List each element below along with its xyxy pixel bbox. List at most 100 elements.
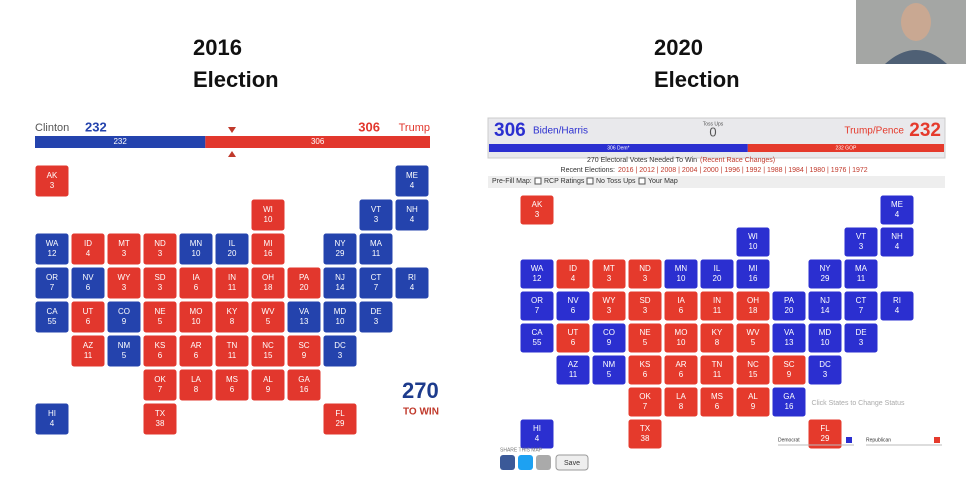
state-tile[interactable] — [106, 334, 142, 368]
state-tile[interactable] — [699, 386, 735, 418]
state-tile[interactable] — [771, 386, 807, 418]
state-tile[interactable] — [250, 232, 286, 266]
state-tile[interactable] — [699, 290, 735, 322]
needed-link[interactable]: (Recent Race Changes) — [700, 157, 775, 164]
state-tile[interactable] — [519, 322, 555, 354]
state-tile[interactable] — [250, 300, 286, 334]
option-label[interactable]: Your Map — [648, 178, 678, 185]
state-tile[interactable] — [142, 402, 178, 436]
state-tile[interactable] — [807, 290, 843, 322]
state-tile[interactable] — [322, 334, 358, 368]
state-tile[interactable] — [250, 266, 286, 300]
state-tile[interactable] — [699, 322, 735, 354]
state-tile[interactable] — [735, 226, 771, 258]
state-tile[interactable] — [70, 266, 106, 300]
state-tile[interactable] — [519, 418, 555, 450]
state-tile[interactable] — [34, 164, 70, 198]
state-tile[interactable] — [843, 226, 879, 258]
state-tile[interactable] — [70, 300, 106, 334]
state-tile[interactable] — [250, 334, 286, 368]
state-tile[interactable] — [214, 266, 250, 300]
recent-years[interactable]: 2016 | 2012 | 2008 | 2004 | 2000 | 1996 … — [618, 167, 868, 174]
state-tile[interactable] — [735, 290, 771, 322]
state-tile[interactable] — [142, 300, 178, 334]
state-tile[interactable] — [699, 354, 735, 386]
state-tile[interactable] — [394, 164, 430, 198]
state-tile[interactable] — [214, 334, 250, 368]
state-tile[interactable] — [322, 402, 358, 436]
state-tile[interactable] — [591, 258, 627, 290]
state-tile[interactable] — [250, 198, 286, 232]
state-tile[interactable] — [627, 386, 663, 418]
state-tile[interactable] — [555, 258, 591, 290]
state-tile[interactable] — [843, 322, 879, 354]
state-tile[interactable] — [807, 354, 843, 386]
state-tile[interactable] — [286, 368, 322, 402]
state-tile[interactable] — [699, 258, 735, 290]
state-tile[interactable] — [807, 322, 843, 354]
state-tile[interactable] — [555, 290, 591, 322]
state-tile[interactable] — [771, 354, 807, 386]
state-tile[interactable] — [358, 198, 394, 232]
state-tile[interactable] — [178, 300, 214, 334]
state-tile[interactable] — [142, 368, 178, 402]
state-tile[interactable] — [879, 290, 915, 322]
share-icon[interactable] — [500, 455, 515, 470]
option-label[interactable]: RCP Ratings — [544, 178, 585, 185]
state-tile[interactable] — [322, 232, 358, 266]
state-tile[interactable] — [394, 198, 430, 232]
state-tile[interactable] — [627, 322, 663, 354]
state-tile[interactable] — [214, 232, 250, 266]
save-button[interactable] — [555, 454, 589, 471]
option-checkbox[interactable] — [534, 177, 542, 185]
state-tile[interactable] — [735, 322, 771, 354]
state-tile[interactable] — [735, 386, 771, 418]
state-tile[interactable] — [591, 290, 627, 322]
state-tile[interactable] — [34, 402, 70, 436]
state-tile[interactable] — [843, 290, 879, 322]
state-tile[interactable] — [178, 334, 214, 368]
state-tile[interactable] — [250, 368, 286, 402]
state-tile[interactable] — [142, 266, 178, 300]
state-tile[interactable] — [879, 226, 915, 258]
state-tile[interactable] — [627, 258, 663, 290]
state-tile[interactable] — [106, 266, 142, 300]
state-tile[interactable] — [519, 290, 555, 322]
state-tile[interactable] — [807, 258, 843, 290]
state-tile[interactable] — [358, 300, 394, 334]
state-tile[interactable] — [807, 418, 843, 450]
state-tile[interactable] — [214, 300, 250, 334]
state-tile[interactable] — [663, 354, 699, 386]
state-tile[interactable] — [879, 194, 915, 226]
state-tile[interactable] — [178, 368, 214, 402]
state-tile[interactable] — [627, 354, 663, 386]
state-tile[interactable] — [178, 232, 214, 266]
state-tile[interactable] — [519, 194, 555, 226]
state-tile[interactable] — [591, 354, 627, 386]
state-tile[interactable] — [70, 232, 106, 266]
option-label[interactable]: No Toss Ups — [596, 178, 636, 185]
state-tile[interactable] — [286, 334, 322, 368]
share-icon[interactable] — [518, 455, 533, 470]
option-checkbox[interactable] — [586, 177, 594, 185]
state-tile[interactable] — [394, 266, 430, 300]
state-tile[interactable] — [358, 232, 394, 266]
state-tile[interactable] — [663, 290, 699, 322]
state-tile[interactable] — [771, 290, 807, 322]
state-tile[interactable] — [627, 290, 663, 322]
state-tile[interactable] — [142, 232, 178, 266]
state-tile[interactable] — [591, 322, 627, 354]
state-tile[interactable] — [555, 322, 591, 354]
state-tile[interactable] — [358, 266, 394, 300]
state-tile[interactable] — [142, 334, 178, 368]
state-tile[interactable] — [663, 386, 699, 418]
state-tile[interactable] — [735, 354, 771, 386]
state-tile[interactable] — [214, 368, 250, 402]
state-tile[interactable] — [106, 300, 142, 334]
state-tile[interactable] — [34, 266, 70, 300]
state-tile[interactable] — [555, 354, 591, 386]
state-tile[interactable] — [322, 266, 358, 300]
state-tile[interactable] — [34, 232, 70, 266]
state-tile[interactable] — [70, 334, 106, 368]
save-label[interactable]: Save — [564, 460, 580, 467]
